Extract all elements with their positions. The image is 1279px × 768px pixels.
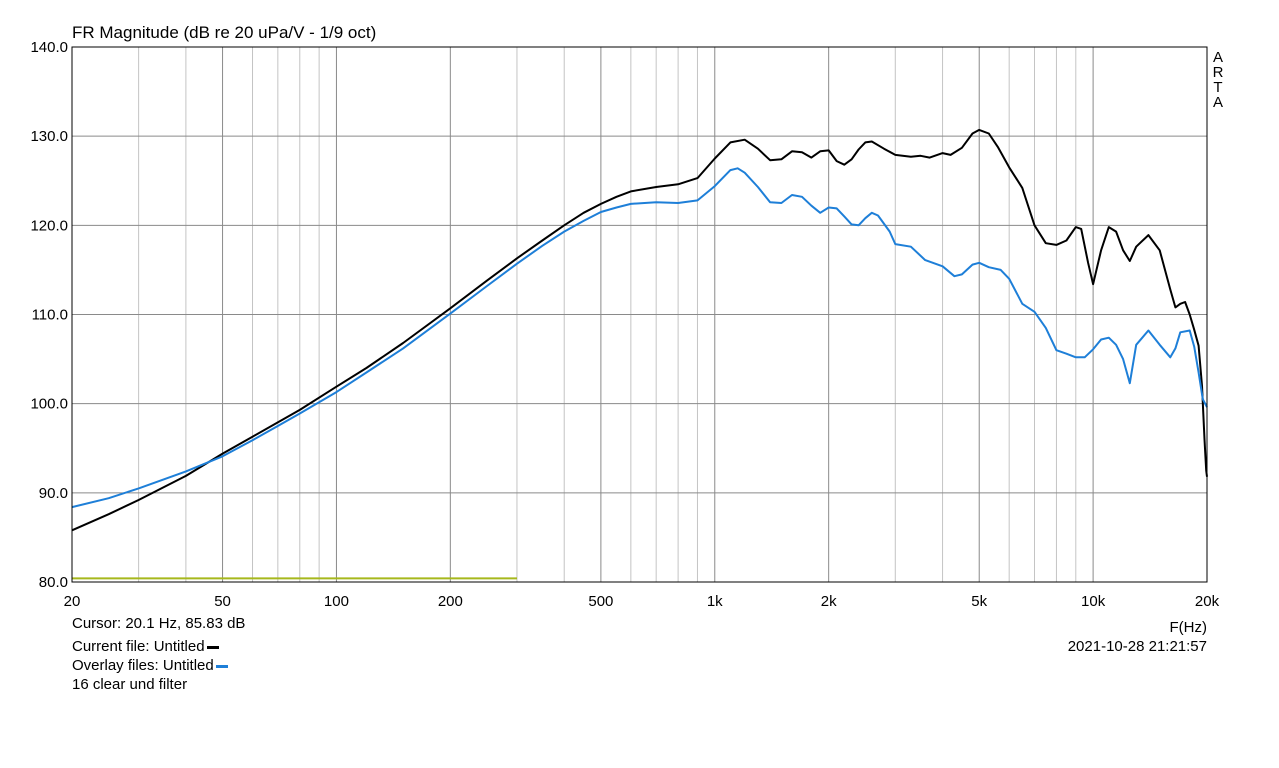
x-tick-labels: 20 50 100 200 500 1k 2k 5k 10k 20k — [64, 593, 1220, 610]
y-tick-label: 80.0 — [39, 574, 68, 591]
x-tick-label: 1k — [707, 593, 723, 610]
x-tick-label: 20k — [1195, 593, 1220, 610]
x-tick-label: 5k — [971, 593, 987, 610]
watermark-letter: R — [1213, 64, 1224, 81]
watermark-letter: A — [1213, 49, 1223, 66]
file-note: 16 clear und filter — [72, 676, 187, 693]
y-tick-label: 110.0 — [32, 307, 68, 324]
y-tick-label: 90.0 — [39, 485, 68, 502]
watermark-letter: T — [1213, 79, 1222, 96]
plot-frame — [71, 46, 1208, 583]
chart-title: FR Magnitude (dB re 20 uPa/V - 1/9 oct) — [72, 23, 376, 42]
x-tick-label: 2k — [821, 593, 837, 610]
x-tick-label: 200 — [438, 593, 463, 610]
x-tick-label: 20 — [64, 593, 81, 610]
x-tick-label: 10k — [1081, 593, 1106, 610]
file-note-text: 16 clear und filter — [72, 676, 188, 693]
current-file-label: Current file: Untitled — [72, 638, 219, 655]
current-file-swatch — [206, 645, 219, 649]
x-tick-label: 100 — [324, 593, 349, 610]
cursor-readout: Cursor: 20.1 Hz, 85.83 dB — [72, 615, 245, 632]
series-line-1 — [71, 167, 1208, 509]
y-tick-label: 130.0 — [30, 128, 68, 145]
y-tick-label: 120.0 — [30, 217, 68, 234]
timestamp: 2021-10-28 21:21:57 — [1068, 638, 1207, 655]
x-tick-label: 50 — [214, 593, 231, 610]
x-tick-label: 500 — [588, 593, 613, 610]
overlay-files-label: Overlay files: Untitled — [72, 657, 228, 674]
overlay-file-swatch — [215, 664, 228, 668]
chart-grid — [72, 47, 1207, 582]
chart-series — [71, 128, 1208, 580]
y-tick-labels: 80.0 90.0 100.0 110.0 120.0 130.0 140.0 — [30, 39, 68, 591]
series-line-0 — [71, 128, 1208, 532]
watermark-letter: A — [1213, 94, 1223, 111]
current-file-text: Current file: Untitled — [72, 638, 205, 655]
overlay-files-text: Overlay files: Untitled — [72, 657, 214, 674]
x-axis-label: F(Hz) — [1170, 619, 1208, 636]
y-tick-label: 140.0 — [30, 39, 68, 56]
timestamp-text: 2021-10-28 21:21:57 — [1067, 638, 1207, 655]
y-tick-label: 100.0 — [30, 396, 68, 413]
cursor-readout-text: Cursor: 20.1 Hz, 85.83 dB — [72, 615, 246, 632]
